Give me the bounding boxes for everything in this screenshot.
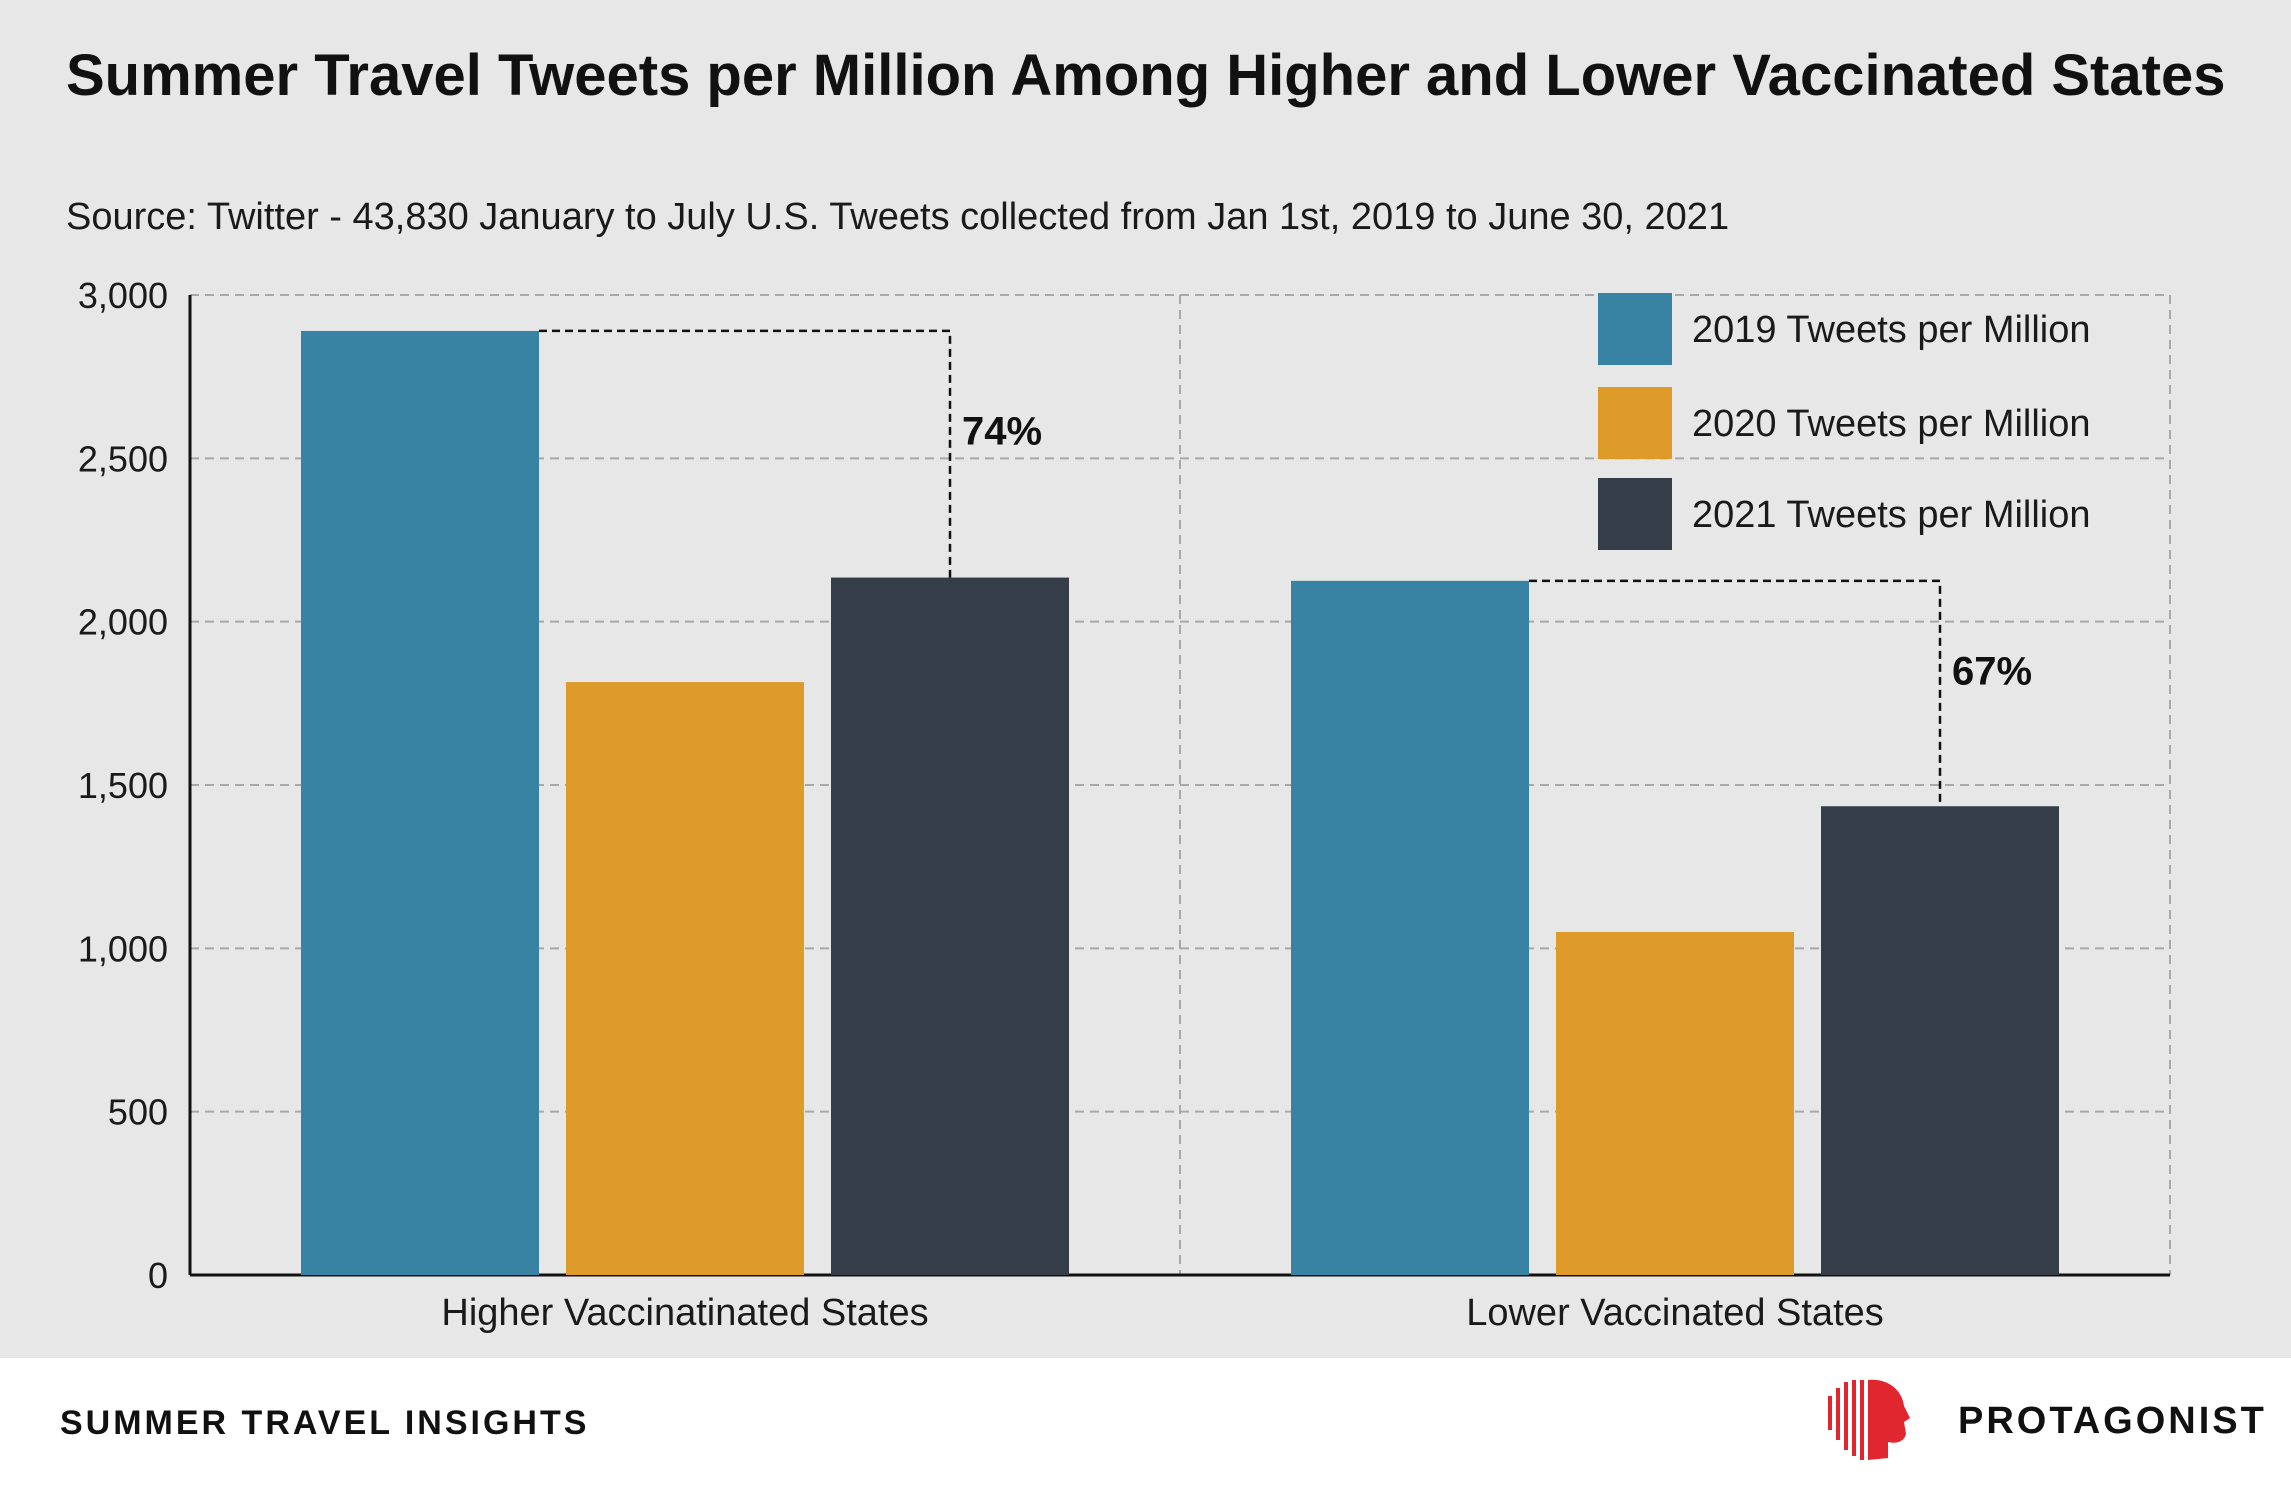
chart-title: Summer Travel Tweets per Million Among H… <box>66 43 2226 108</box>
chart-subtitle: Source: Twitter - 43,830 January to July… <box>66 196 1730 238</box>
y-tick-label: 1,500 <box>78 765 168 806</box>
y-tick-label: 1,000 <box>78 928 168 969</box>
annotation-label: 67% <box>1952 650 2032 694</box>
bar <box>1291 580 1529 1275</box>
annotation-bracket <box>1529 579 1942 807</box>
x-tick-label: Lower Vaccinated States <box>1466 1292 1884 1334</box>
bar-chart: 0 500 1,000 1,500 2,000 2,500 3,000 Higher Vacc… <box>78 275 2171 1334</box>
bar <box>1821 806 2059 1275</box>
y-tick-label: 0 <box>148 1255 168 1296</box>
legend-label: 2020 Tweets per Million <box>1692 403 2091 445</box>
bar <box>831 577 1069 1275</box>
legend-label: 2021 Tweets per Million <box>1692 494 2091 536</box>
annotation-label: 74% <box>962 409 1042 453</box>
brand-name: PROTAGONIST <box>1958 1400 2267 1442</box>
bar <box>301 330 539 1275</box>
annotation-bracket <box>539 329 952 578</box>
y-tick-label: 2,000 <box>78 602 168 643</box>
legend-label: 2019 Tweets per Million <box>1692 309 2091 351</box>
legend-swatch <box>1598 478 1672 550</box>
y-tick-label: 3,000 <box>78 275 168 316</box>
y-tick-label: 2,500 <box>78 438 168 479</box>
footer-title: SUMMER TRAVEL INSIGHTS <box>60 1404 590 1442</box>
brand: PROTAGONIST <box>1826 1378 2264 1462</box>
bar <box>566 682 804 1275</box>
footer: SUMMER TRAVEL INSIGHTS PROTAGONIST <box>0 1358 2291 1486</box>
y-tick-label: 500 <box>108 1092 168 1133</box>
x-tick-label: Higher Vaccinatinated States <box>441 1292 928 1334</box>
legend-swatch <box>1598 293 1672 365</box>
protagonist-logo-icon <box>1828 1379 1910 1460</box>
bar <box>1556 932 1794 1275</box>
legend-swatch <box>1598 387 1672 459</box>
